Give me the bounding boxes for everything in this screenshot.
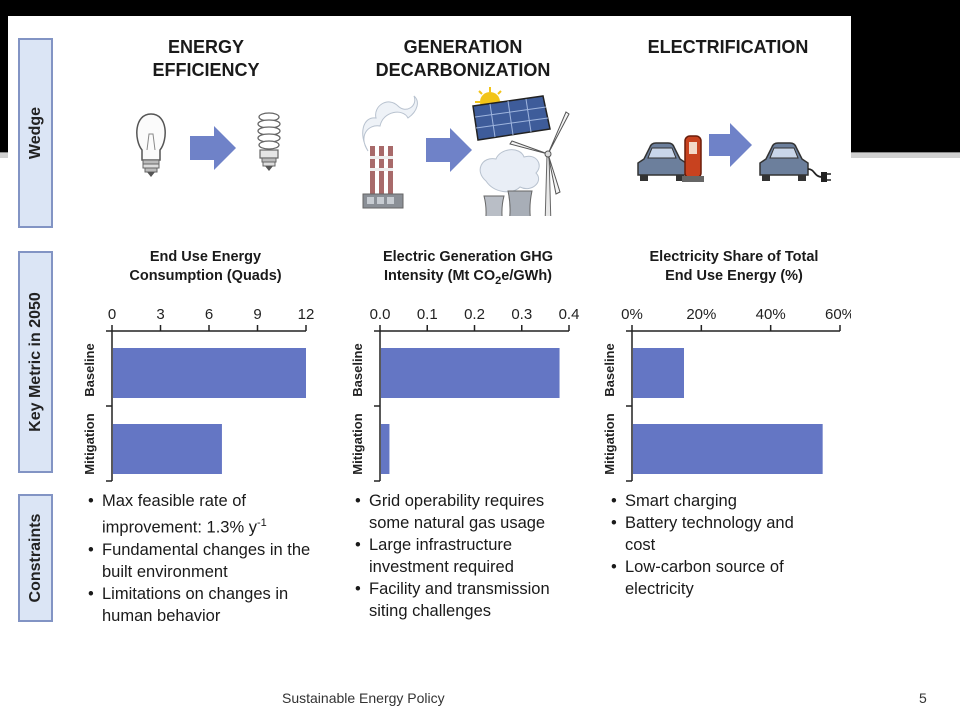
constraint-item: Smart charging (611, 490, 811, 512)
x-tick-label: 12 (298, 306, 315, 323)
constraint-text: Max feasible rate of improvement: 1.3% y (102, 492, 257, 537)
x-tick-label: 0 (108, 306, 116, 323)
constraints-electrification: Smart charging Battery technology and co… (611, 490, 811, 600)
category-label-mitigation: Mitigation (82, 413, 97, 474)
fuel-pump-icon (682, 135, 704, 182)
solar-panel-icon (472, 87, 551, 141)
column-title-decarbonization-line1: GENERATION (403, 37, 523, 57)
row-label-wedge: Wedge (18, 38, 53, 228)
car-icon (637, 142, 687, 181)
category-label-mitigation: Mitigation (350, 413, 365, 474)
bar-baseline (381, 348, 560, 398)
footer-title: Sustainable Energy Policy (282, 690, 445, 706)
page-number: 5 (919, 690, 927, 706)
row-label-constraints-text: Constraints (26, 513, 44, 603)
bar-mitigation (113, 424, 222, 474)
column-title-electrification-line1: ELECTRIFICATION (647, 37, 809, 57)
constraint-item: Battery technology and cost (611, 512, 811, 556)
metric-title-efficiency-line2: Consumption (Quads) (129, 268, 282, 284)
incandescent-bulb-icon (136, 113, 166, 177)
category-label-baseline: Baseline (350, 343, 365, 396)
x-tick-label: 9 (253, 306, 261, 323)
arrow-icon (426, 128, 472, 172)
row-label-constraints: Constraints (18, 494, 53, 622)
bar-baseline (113, 348, 306, 398)
metric-title-decarbonization: Electric Generation GHG Intensity (Mt CO… (348, 248, 588, 291)
row-label-metric: Key Metric in 2050 (18, 251, 53, 473)
metric-charts: 0 3 6 9 12 Baseline Mitigation 0.0 0.1 0.2 0.3 0.4 B… (82, 306, 851, 482)
bar-mitigation (381, 424, 390, 474)
category-label-baseline: Baseline (82, 343, 97, 396)
x-tick-label: 0.4 (559, 306, 580, 323)
column-title-decarbonization: GENERATION DECARBONIZATION (353, 36, 573, 82)
constraints-efficiency: Max feasible rate of improvement: 1.3% y… (88, 490, 328, 627)
bar-mitigation (633, 424, 823, 474)
constraint-item: Fundamental changes in the built environ… (88, 539, 328, 583)
metric-title-decarbonization-line2: Intensity (Mt CO2e/GWh) (348, 267, 588, 291)
column-title-efficiency-line2: EFFICIENCY (152, 60, 260, 80)
metric-title-efficiency: End Use Energy Consumption (Quads) (88, 248, 323, 286)
category-label-baseline: Baseline (602, 343, 617, 396)
metric-title-electrification: Electricity Share of Total End Use Energ… (614, 248, 854, 286)
electric-car-icon (759, 142, 831, 182)
constraint-item: Grid operability requires some natural g… (355, 490, 585, 534)
constraint-item: Facility and transmission siting challen… (355, 578, 585, 622)
wedge-icons (136, 87, 831, 216)
column-title-efficiency: ENERGY EFFICIENCY (116, 36, 296, 82)
column-title-decarbonization-line2: DECARBONIZATION (375, 60, 551, 80)
constraint-superscript: -1 (256, 517, 267, 529)
x-tick-label: 60% (825, 306, 851, 323)
x-tick-label: 40% (756, 306, 786, 323)
metric-title-decarbonization-line1: Electric Generation GHG (382, 249, 554, 265)
metric-title-electrification-line2: End Use Energy (%) (665, 268, 803, 284)
smokestack-icon (362, 95, 418, 209)
bar-baseline (633, 348, 684, 398)
column-title-electrification: ELECTRIFICATION (628, 36, 828, 59)
x-tick-label: 6 (205, 306, 213, 323)
metric-title-decarbonization-sub: 2 (495, 274, 502, 287)
x-tick-label: 3 (156, 306, 164, 323)
x-tick-label: 20% (686, 306, 716, 323)
metric-title-decarbonization-pre: Intensity (Mt CO (383, 268, 496, 284)
cfl-bulb-icon (257, 112, 281, 171)
arrow-icon (709, 123, 752, 167)
constraint-item: Max feasible rate of improvement: 1.3% y… (88, 490, 328, 539)
column-title-efficiency-line1: ENERGY (167, 37, 245, 57)
metric-title-electrification-line1: Electricity Share of Total (649, 249, 819, 265)
x-tick-label: 0% (621, 306, 643, 323)
constraint-item: Low-carbon source of electricity (611, 556, 811, 600)
category-label-mitigation: Mitigation (602, 413, 617, 474)
x-tick-label: 0.1 (417, 306, 438, 323)
cooling-tower-icon (479, 149, 540, 216)
x-tick-label: 0.2 (464, 306, 485, 323)
x-tick-label: 0.3 (511, 306, 532, 323)
constraints-decarbonization: Grid operability requires some natural g… (355, 490, 585, 622)
figure-panel: Wedge Key Metric in 2050 Constraints ENE… (8, 16, 851, 630)
metric-title-decarbonization-post: e/GWh) (501, 268, 553, 284)
constraint-item: Large infrastructure investment required (355, 534, 585, 578)
arrow-icon (190, 126, 236, 170)
x-tick-label: 0.0 (370, 306, 391, 323)
wind-turbine-icon (509, 111, 570, 216)
constraint-item: Limitations on changes in human behavior (88, 583, 328, 627)
metric-title-efficiency-line1: End Use Energy (149, 249, 262, 265)
